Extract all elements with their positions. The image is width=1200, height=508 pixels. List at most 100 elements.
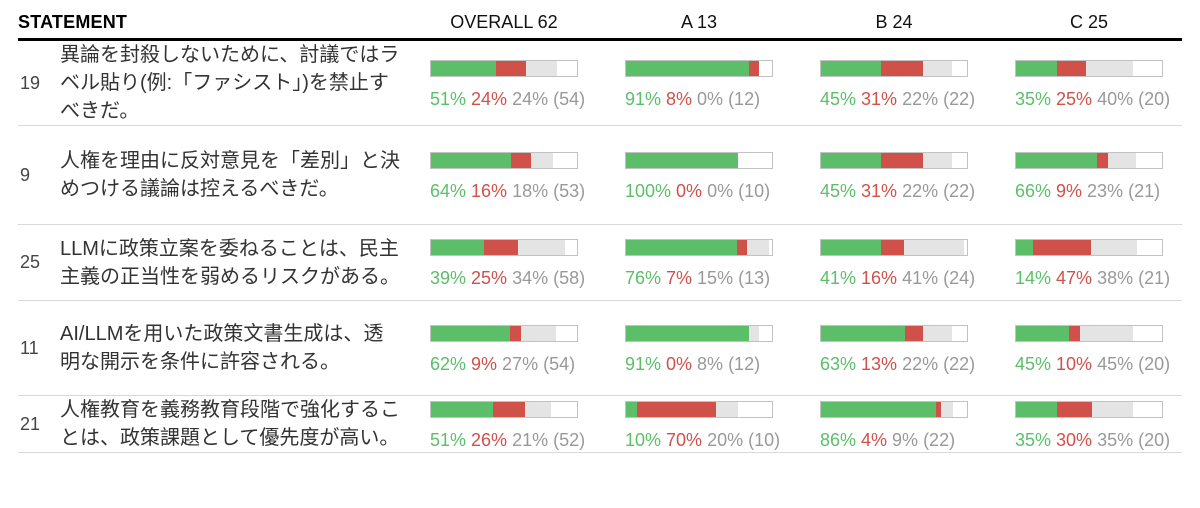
statement-column-header: STATEMENT [18,12,128,32]
statement-cell: 19 異論を封殺しないために、討議ではラベル貼り(例:「ファシスト」)を禁止すべ… [18,41,430,125]
pass-percent: 35% [1097,429,1134,450]
pass-segment [1107,152,1137,168]
disagree-percent: 24% [471,88,508,109]
result-cell-a: 91% 8% 0% (12) [625,41,820,125]
statement-number: 11 [20,337,39,358]
respondent-count: (22) [923,429,956,450]
agree-percent: 64% [430,180,467,201]
result-cell-overall: 64% 16% 18% (53) [430,126,625,224]
agree-percent: 62% [430,353,467,374]
agree-percent: 63% [820,353,857,374]
agree-segment [1016,240,1034,255]
pass-percent: 22% [902,88,939,109]
agree-segment [626,325,749,341]
pass-segment [748,325,760,341]
disagree-percent: 16% [861,268,898,288]
pass-segment [922,60,953,76]
respondent-count: (53) [553,180,586,201]
pass-segment [1086,60,1133,76]
agree-segment [1016,60,1057,76]
pass-percent: 34% [512,268,549,288]
disagree-percent: 0% [676,180,703,201]
agree-percent: 51% [430,429,467,450]
agree-segment [626,60,749,76]
pass-percent: 15% [697,268,734,288]
agree-percent: 45% [820,180,857,201]
statement-cell: 21 人権教育を義務教育段階で強化することは、政策課題として優先度が高い。 [18,396,430,452]
pass-percent: 40% [1097,88,1134,109]
vote-percentages: 39% 25% 34% (58) [430,268,585,289]
respondent-count: (13) [738,268,771,288]
group-header-overall: OVERALL 62 [450,12,558,32]
group-header-b: B 24 [875,12,913,32]
vote-percentages: 51% 26% 21% (52) [430,430,585,451]
vote-percentages: 10% 70% 20% (10) [625,430,780,451]
vote-percentages: 35% 30% 35% (20) [1015,430,1170,451]
vote-bar [820,400,968,418]
disagree-segment [881,152,923,168]
vote-percentages: 91% 0% 8% (12) [625,354,760,375]
disagree-percent: 9% [1056,180,1083,201]
disagree-percent: 4% [861,429,888,450]
respondent-count: (54) [553,88,586,109]
pass-segment [904,240,965,255]
agree-segment [821,240,881,255]
vote-percentages: 51% 24% 24% (54) [430,89,585,110]
pass-percent: 27% [502,353,539,374]
statement-text: 人権を理由に反対意見を「差別」と決めつける議論は控えるべきだ。 [60,150,400,200]
pass-percent: 21% [512,429,549,450]
disagree-segment [1068,325,1081,341]
agree-segment [1016,152,1097,168]
vote-percentages: 45% 10% 45% (20) [1015,354,1170,375]
disagree-segment [881,60,923,76]
vote-percentages: 64% 16% 18% (53) [430,181,585,202]
agree-percent: 51% [430,88,467,109]
vote-bar [1015,239,1163,256]
disagree-segment [1056,60,1087,76]
vote-bar [430,324,578,342]
statement-row: 19 異論を封殺しないために、討議ではラベル貼り(例:「ファシスト」)を禁止すべ… [18,41,1182,126]
agree-segment [1016,325,1069,341]
pass-percent: 0% [707,180,734,201]
result-cell-overall: 62% 9% 27% (54) [430,301,625,395]
respondent-count: (21) [1138,268,1171,288]
pass-segment [525,401,551,417]
disagree-segment [509,325,522,341]
vote-bar [625,239,773,256]
respondent-count: (24) [943,268,976,288]
vote-bar [1015,59,1163,77]
disagree-segment [484,240,519,255]
vote-bar [1015,400,1163,418]
statement-text: 異論を封殺しないために、討議ではラベル貼り(例:「ファシスト」)を禁止すべきだ。 [60,44,400,122]
respondent-count: (22) [943,88,976,109]
statement-cell: 11 AI/LLMを用いた政策文書生成は、透明な開示を条件に許容される。 [18,301,430,395]
agree-percent: 41% [820,268,857,288]
disagree-segment [510,152,531,168]
vote-percentages: 100% 0% 0% (10) [625,181,770,202]
disagree-segment [637,401,716,417]
disagree-segment [748,60,760,76]
pass-segment [1091,401,1133,417]
vote-bar [430,400,578,418]
respondent-count: (54) [543,353,576,374]
agree-segment [431,401,494,417]
result-cell-overall: 39% 25% 34% (58) [430,225,625,300]
result-cell-b: 41% 16% 41% (24) [820,225,1015,300]
result-cell-c: 35% 30% 35% (20) [1015,396,1170,452]
group-header-c: C 25 [1069,12,1109,32]
vote-bar [820,59,968,77]
vote-percentages: 35% 25% 40% (20) [1015,89,1170,110]
vote-percentages: 14% 47% 38% (21) [1015,268,1170,289]
vote-bar [430,151,578,169]
pass-segment [530,152,554,168]
pass-percent: 20% [707,429,744,450]
disagree-percent: 16% [471,180,508,201]
agree-percent: 14% [1015,268,1052,288]
respondent-count: (21) [1128,180,1161,201]
disagree-percent: 47% [1056,268,1093,288]
disagree-percent: 25% [471,268,508,288]
vote-bar [1015,151,1163,169]
agree-percent: 35% [1015,429,1052,450]
vote-bar [625,59,773,77]
pass-segment [518,240,565,255]
